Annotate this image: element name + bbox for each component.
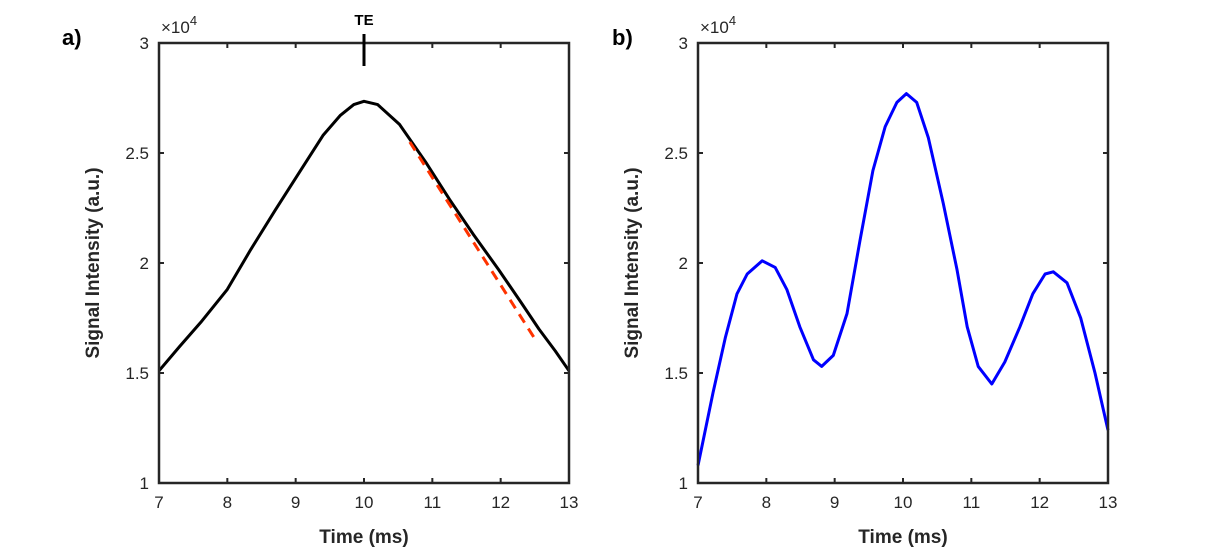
x-tick-label: 12	[1030, 493, 1049, 512]
x-tick-label: 9	[291, 493, 300, 512]
axes-box	[157, 41, 571, 485]
y-multiplier-exponent: 4	[190, 13, 197, 28]
series-line-0	[696, 92, 1110, 466]
y-multiplier-base: ×10	[700, 18, 729, 37]
y-tick-label: 2.5	[125, 144, 149, 163]
y-multiplier: ×104	[700, 13, 736, 37]
te-label: TE	[354, 12, 373, 29]
x-tick-label: 11	[963, 493, 981, 512]
y-tick-label: 1	[679, 474, 688, 493]
x-tick-label: 10	[355, 493, 374, 512]
x-tick-label: 11	[424, 493, 442, 512]
y-tick-label: 3	[140, 34, 149, 53]
x-axis-label: Time (ms)	[319, 527, 408, 548]
x-tick-label: 8	[223, 493, 232, 512]
panel-label: a)	[62, 25, 82, 50]
x-axis-label: Time (ms)	[858, 527, 947, 548]
panel-label: b)	[612, 25, 633, 50]
series-line-1	[408, 141, 536, 339]
series-line-0	[157, 99, 571, 372]
y-tick-label: 2.5	[664, 144, 688, 163]
y-tick-label: 1	[140, 474, 149, 493]
y-tick-label: 2	[679, 254, 688, 273]
y-tick-label: 2	[140, 254, 149, 273]
x-tick-label: 10	[894, 493, 913, 512]
y-tick-label: 1.5	[125, 364, 149, 383]
y-multiplier: ×104	[161, 13, 197, 37]
x-tick-label: 9	[830, 493, 839, 512]
x-tick-label: 7	[693, 493, 702, 512]
x-tick-label: 13	[560, 493, 579, 512]
y-multiplier-base: ×10	[161, 18, 190, 37]
y-axis-label: Signal Intensity (a.u.)	[622, 167, 643, 358]
chart-panel-a: 7 8 9 10 11 12 13 1 1.5 2 2.5 3 ×104 Time (ms) Signal …	[62, 12, 578, 548]
y-tick-label: 1.5	[664, 364, 688, 383]
x-tick-label: 13	[1099, 493, 1118, 512]
y-axis-label: Signal Intensity (a.u.)	[83, 167, 104, 358]
y-tick-label: 3	[679, 34, 688, 53]
x-tick-label: 7	[154, 493, 163, 512]
chart-panel-b: 7 8 9 10 11 12 13 1 1.5 2 2.5 3 ×104 Time (ms) Signal …	[612, 13, 1117, 548]
x-tick-label: 8	[762, 493, 771, 512]
x-tick-label: 12	[491, 493, 510, 512]
y-multiplier-exponent: 4	[729, 13, 736, 28]
